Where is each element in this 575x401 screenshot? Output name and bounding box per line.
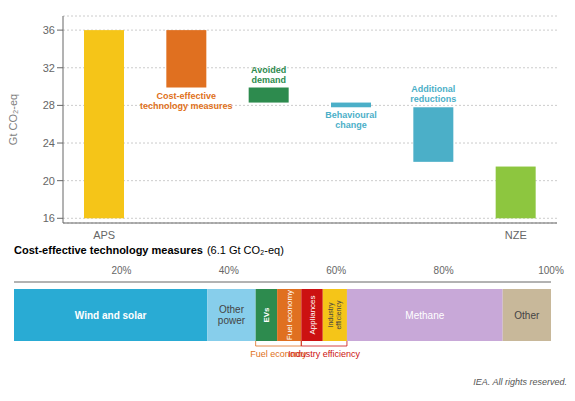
svg-text:60%: 60% <box>326 265 346 276</box>
svg-text:Industryefficiency: Industryefficiency <box>327 300 343 330</box>
svg-text:EVs: EVs <box>262 307 271 323</box>
svg-text:Cost-effectivetechnology measu: Cost-effectivetechnology measures <box>140 91 233 111</box>
svg-text:NZE: NZE <box>505 229 527 241</box>
svg-text:20%: 20% <box>111 265 131 276</box>
svg-text:Wind and solar: Wind and solar <box>75 310 147 321</box>
svg-text:Methane: Methane <box>405 310 444 321</box>
svg-text:APS: APS <box>93 229 115 241</box>
html-text:IEA. All rights reserved.: IEA. All rights reserved. <box>473 377 567 387</box>
svg-text:Fuel economy: Fuel economy <box>285 290 294 340</box>
svg-text:Appliances: Appliances <box>308 295 317 334</box>
svg-text:20: 20 <box>43 175 55 187</box>
svg-text:28: 28 <box>43 99 55 111</box>
svg-text:36: 36 <box>43 24 55 36</box>
svg-text:Other: Other <box>514 310 540 321</box>
svg-text:Gt CO₂-eq: Gt CO₂-eq <box>8 94 19 145</box>
svg-text:24: 24 <box>43 137 55 149</box>
svg-text:Otherpower: Otherpower <box>218 304 246 326</box>
svg-text:Fuel economy: Fuel economy <box>250 349 307 359</box>
svg-text:32: 32 <box>43 62 55 74</box>
svg-text:Industry efficiency: Industry efficiency <box>288 349 360 359</box>
svg-text:Additionalreductions: Additionalreductions <box>410 84 456 104</box>
svg-text:80%: 80% <box>434 265 454 276</box>
svg-text:Avoideddemand: Avoideddemand <box>251 65 286 85</box>
svg-text:40%: 40% <box>219 265 239 276</box>
svg-text:16: 16 <box>43 212 55 224</box>
svg-text:100%: 100% <box>538 265 564 276</box>
html-text:Cost-effective technology meas: Cost-effective technology measures (6.1 … <box>14 244 284 256</box>
svg-text:Behaviouralchange: Behaviouralchange <box>325 110 377 130</box>
